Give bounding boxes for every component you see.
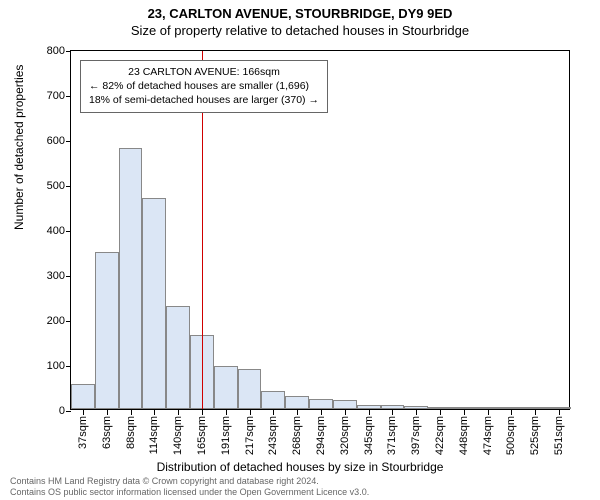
y-tick-label: 0 bbox=[31, 405, 65, 417]
histogram-bar bbox=[547, 407, 571, 409]
footer-line1: Contains HM Land Registry data © Crown c… bbox=[10, 476, 369, 487]
footer-line2: Contains OS public sector information li… bbox=[10, 487, 369, 498]
histogram-bar bbox=[452, 407, 476, 409]
x-tick-label: 37sqm bbox=[77, 416, 89, 449]
copyright-footer: Contains HM Land Registry data © Crown c… bbox=[10, 476, 369, 498]
histogram-bar bbox=[214, 366, 238, 409]
x-tick-label: 243sqm bbox=[267, 416, 279, 455]
x-tick-label: 268sqm bbox=[291, 416, 303, 455]
x-tick-label: 500sqm bbox=[505, 416, 517, 455]
x-tick-label: 474sqm bbox=[482, 416, 494, 455]
x-tick-label: 165sqm bbox=[196, 416, 208, 455]
histogram-bar bbox=[95, 252, 119, 410]
histogram-bar bbox=[476, 407, 500, 409]
x-tick-label: 320sqm bbox=[339, 416, 351, 455]
y-tick-label: 300 bbox=[31, 270, 65, 282]
histogram-bar bbox=[404, 406, 428, 409]
info-box: 23 CARLTON AVENUE: 166sqm← 82% of detach… bbox=[80, 60, 328, 113]
x-tick-label: 217sqm bbox=[244, 416, 256, 455]
page-title-desc: Size of property relative to detached ho… bbox=[0, 23, 600, 38]
x-tick-label: 345sqm bbox=[363, 416, 375, 455]
histogram-bar bbox=[428, 407, 452, 409]
info-box-line: ← 82% of detached houses are smaller (1,… bbox=[89, 79, 319, 93]
y-tick-label: 800 bbox=[31, 45, 65, 57]
y-tick-label: 100 bbox=[31, 360, 65, 372]
info-box-line: 18% of semi-detached houses are larger (… bbox=[89, 93, 319, 107]
histogram-bar bbox=[500, 407, 524, 409]
x-tick-label: 371sqm bbox=[386, 416, 398, 455]
y-tick-label: 400 bbox=[31, 225, 65, 237]
x-tick-label: 114sqm bbox=[148, 416, 160, 454]
histogram-bar bbox=[142, 198, 166, 410]
histogram-bar bbox=[166, 306, 190, 410]
page-title-address: 23, CARLTON AVENUE, STOURBRIDGE, DY9 9ED bbox=[0, 6, 600, 21]
x-tick-label: 63sqm bbox=[101, 416, 113, 449]
histogram-bar bbox=[285, 396, 309, 409]
y-tick-label: 600 bbox=[31, 135, 65, 147]
x-tick-label: 294sqm bbox=[315, 416, 327, 455]
histogram-bar bbox=[333, 400, 357, 409]
x-tick-label: 551sqm bbox=[553, 416, 565, 455]
x-tick-label: 422sqm bbox=[434, 416, 446, 455]
y-axis-label: Number of detached properties bbox=[12, 65, 26, 230]
histogram-bar bbox=[357, 405, 381, 409]
histogram-bar bbox=[119, 148, 143, 409]
info-box-line: 23 CARLTON AVENUE: 166sqm bbox=[89, 65, 319, 79]
y-tick-label: 200 bbox=[31, 315, 65, 327]
x-tick-label: 140sqm bbox=[172, 416, 184, 455]
histogram-bar bbox=[261, 391, 285, 409]
x-tick-label: 525sqm bbox=[529, 416, 541, 455]
x-axis-label: Distribution of detached houses by size … bbox=[0, 460, 600, 474]
histogram-bar bbox=[523, 407, 547, 409]
histogram-bar bbox=[71, 384, 95, 409]
x-tick-label: 448sqm bbox=[458, 416, 470, 455]
y-tick-label: 500 bbox=[31, 180, 65, 192]
histogram-bar bbox=[309, 399, 333, 409]
x-tick-label: 88sqm bbox=[125, 416, 137, 449]
histogram-bar bbox=[381, 405, 405, 409]
histogram-bar bbox=[238, 369, 262, 410]
x-tick-label: 397sqm bbox=[410, 416, 422, 455]
y-tick-label: 700 bbox=[31, 90, 65, 102]
x-tick-label: 191sqm bbox=[220, 416, 232, 455]
